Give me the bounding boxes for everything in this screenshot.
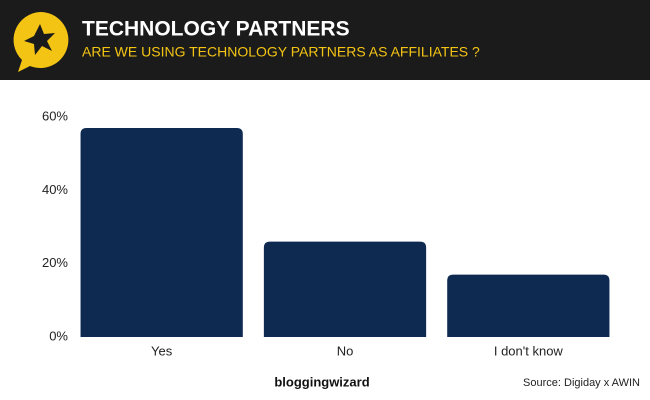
bar bbox=[263, 241, 427, 337]
y-tick-label: 0% bbox=[49, 328, 68, 343]
x-tick-label: No bbox=[337, 343, 354, 358]
y-tick-label: 40% bbox=[42, 182, 68, 197]
chart-title: TECHNOLOGY PARTNERS bbox=[82, 18, 350, 41]
bar bbox=[447, 274, 610, 337]
source: Source: Digiday x AWIN bbox=[523, 377, 640, 389]
x-tick-label: I don't know bbox=[494, 343, 564, 358]
y-tick-label: 20% bbox=[42, 255, 68, 270]
brand: bloggingwizard bbox=[274, 374, 369, 389]
bar bbox=[80, 128, 243, 337]
header-band bbox=[0, 0, 650, 80]
chart-subtitle: ARE WE USING TECHNOLOGY PARTNERS AS AFFI… bbox=[82, 44, 480, 60]
y-tick-label: 60% bbox=[42, 108, 68, 123]
x-tick-label: Yes bbox=[151, 343, 173, 358]
logo-icon bbox=[13, 11, 69, 72]
